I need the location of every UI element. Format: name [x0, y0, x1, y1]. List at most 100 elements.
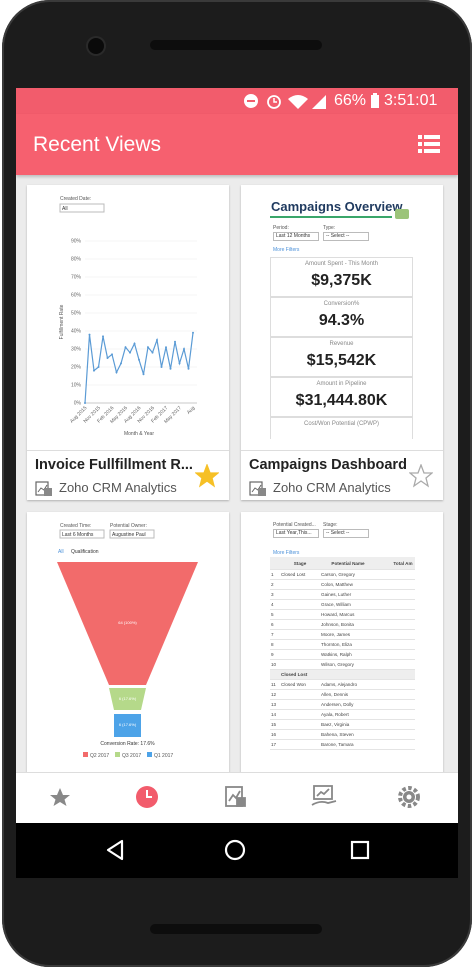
table-cell: 14 [270, 709, 280, 720]
table-cell: $970 [376, 669, 415, 680]
table-cell: 11 [270, 679, 280, 690]
report-card[interactable]: Campaigns Overview More Filters Period: L… [241, 185, 443, 500]
data-point [187, 367, 190, 370]
table-row: 6 Johnson, Bonita$35 [270, 619, 415, 630]
data-point [93, 369, 95, 372]
table-cell [280, 639, 320, 650]
y-tick-label: 60% [71, 293, 82, 299]
funnel-stage [109, 688, 146, 710]
card-title: Invoice Fullfillment R... [35, 457, 193, 473]
table-cell: $242 [376, 569, 415, 580]
table-cell: 5 [270, 609, 280, 620]
screen: 66% 3:51:01 Recent Views Created Date: A… [16, 88, 458, 823]
more-filters[interactable]: More Filters [273, 247, 300, 253]
table-cell: $58 [376, 589, 415, 600]
navigation-bar [16, 823, 458, 878]
tab[interactable]: All [58, 549, 64, 555]
filter-label: Created Date: [60, 196, 91, 202]
data-line [84, 332, 194, 404]
app-title: Recent Views [33, 133, 162, 156]
table-cell: $213 [376, 679, 415, 690]
source-icon [35, 481, 52, 496]
table-row: 12 Allen, Dennis$18 [270, 689, 415, 700]
kpi-label: Conversion% [323, 301, 360, 307]
speaker [150, 924, 322, 934]
report-card[interactable]: More Filters Stage Potential Name Total Am… [241, 512, 443, 823]
data-point [111, 353, 113, 356]
table-cell [280, 649, 320, 660]
card-footer: Invoice Fullfillment R... Zoho CRM Analy… [27, 450, 229, 500]
title-underline [270, 216, 392, 218]
data-point [174, 340, 176, 343]
filter-label: Potential Created... [273, 522, 316, 528]
filter-label: Stage: [323, 522, 338, 528]
report-table: Stage Potential Name Total Am 1 Closed Lost C… [270, 557, 415, 750]
table-cell: 12 [270, 689, 280, 700]
dashboards-tab[interactable] [311, 785, 337, 806]
table-row: 13 Andersen, Dolly$196 [270, 699, 415, 710]
table-cell: $35 [376, 619, 415, 630]
dashboard-preview: Campaigns Overview More Filters Period: L… [270, 195, 413, 439]
report-card[interactable]: Created Date: All Fulfillment Rate Month… [27, 185, 229, 500]
card-source: Zoho CRM Analytics [273, 480, 391, 495]
table-cell: Carson, Gregory [320, 569, 376, 580]
favorite-star[interactable] [195, 464, 219, 488]
filter-select[interactable]: -- Select -- [323, 529, 369, 538]
favorites-tab[interactable] [50, 788, 70, 806]
table-row: 4 Grace, William$58 [270, 599, 415, 610]
table-cell: $18 [376, 689, 415, 700]
reports-tab[interactable] [225, 786, 246, 807]
y-tick-label: 10% [71, 383, 82, 389]
x-tick-label: Aug [186, 405, 197, 416]
more-filters[interactable]: More Filters [273, 550, 300, 556]
filter-label: Period: [273, 225, 289, 231]
list-view-button[interactable] [418, 134, 440, 154]
table-cell: $196 [376, 699, 415, 710]
table-cell: $58 [376, 599, 415, 610]
table-cell: Thornton, Eliza [320, 639, 376, 650]
favorite-star[interactable] [409, 464, 433, 488]
data-point [124, 346, 127, 349]
data-point [106, 357, 109, 359]
table-cell: Baez, Virginia [320, 719, 376, 730]
battery-icon [371, 93, 379, 108]
table-row: 10 Wilson, Gregory$25 [270, 659, 415, 670]
y-tick-label: 70% [71, 275, 82, 281]
report-card[interactable]: Created Time: Last 6 Months Potential Owne… [27, 512, 229, 823]
funnel-preview: Created Time: Last 6 Months Potential Owne… [57, 523, 198, 759]
table-header: Stage Potential Name Total Am [270, 557, 415, 570]
settings-tab[interactable] [398, 786, 420, 808]
recent-tab[interactable] [136, 786, 158, 808]
data-point [133, 342, 136, 345]
filter-select[interactable]: -- Select -- [323, 232, 369, 241]
filter-value: Last 6 Months [62, 532, 94, 538]
data-point [156, 339, 158, 341]
table-cell: $85 [376, 719, 415, 730]
data-point [151, 351, 154, 354]
kpi-tile: Cost/Won Potential (CPWP) [270, 417, 413, 439]
back-button[interactable] [106, 839, 124, 861]
table-cell [280, 589, 320, 600]
y-tick-label: 50% [71, 311, 82, 317]
table-cell: Gaines, Luther [320, 589, 376, 600]
stage-label: 6 (17.6%) [119, 722, 137, 727]
table-cell: $164 [376, 709, 415, 720]
table-cell: $15 [376, 729, 415, 740]
home-button[interactable] [224, 839, 246, 861]
data-point [165, 346, 167, 349]
kpi-label: Revenue [329, 341, 354, 347]
data-point [120, 362, 122, 365]
filter-select[interactable]: Last Year,This... [273, 529, 319, 538]
table-row: 5 Howard, Marcus$15 [270, 609, 415, 620]
status-icons [244, 94, 326, 109]
table-cell: Andersen, Dolly [320, 699, 376, 710]
legend-label: Q1 2017 [154, 753, 173, 759]
table-cell: 8 [270, 639, 280, 650]
tab[interactable]: Qualification [71, 549, 99, 555]
table-cell [280, 659, 320, 670]
legend-swatch [147, 752, 152, 757]
filter-value: All [62, 206, 68, 212]
recents-button[interactable] [350, 840, 370, 860]
filter-select[interactable]: Last 12 Months [273, 232, 319, 241]
